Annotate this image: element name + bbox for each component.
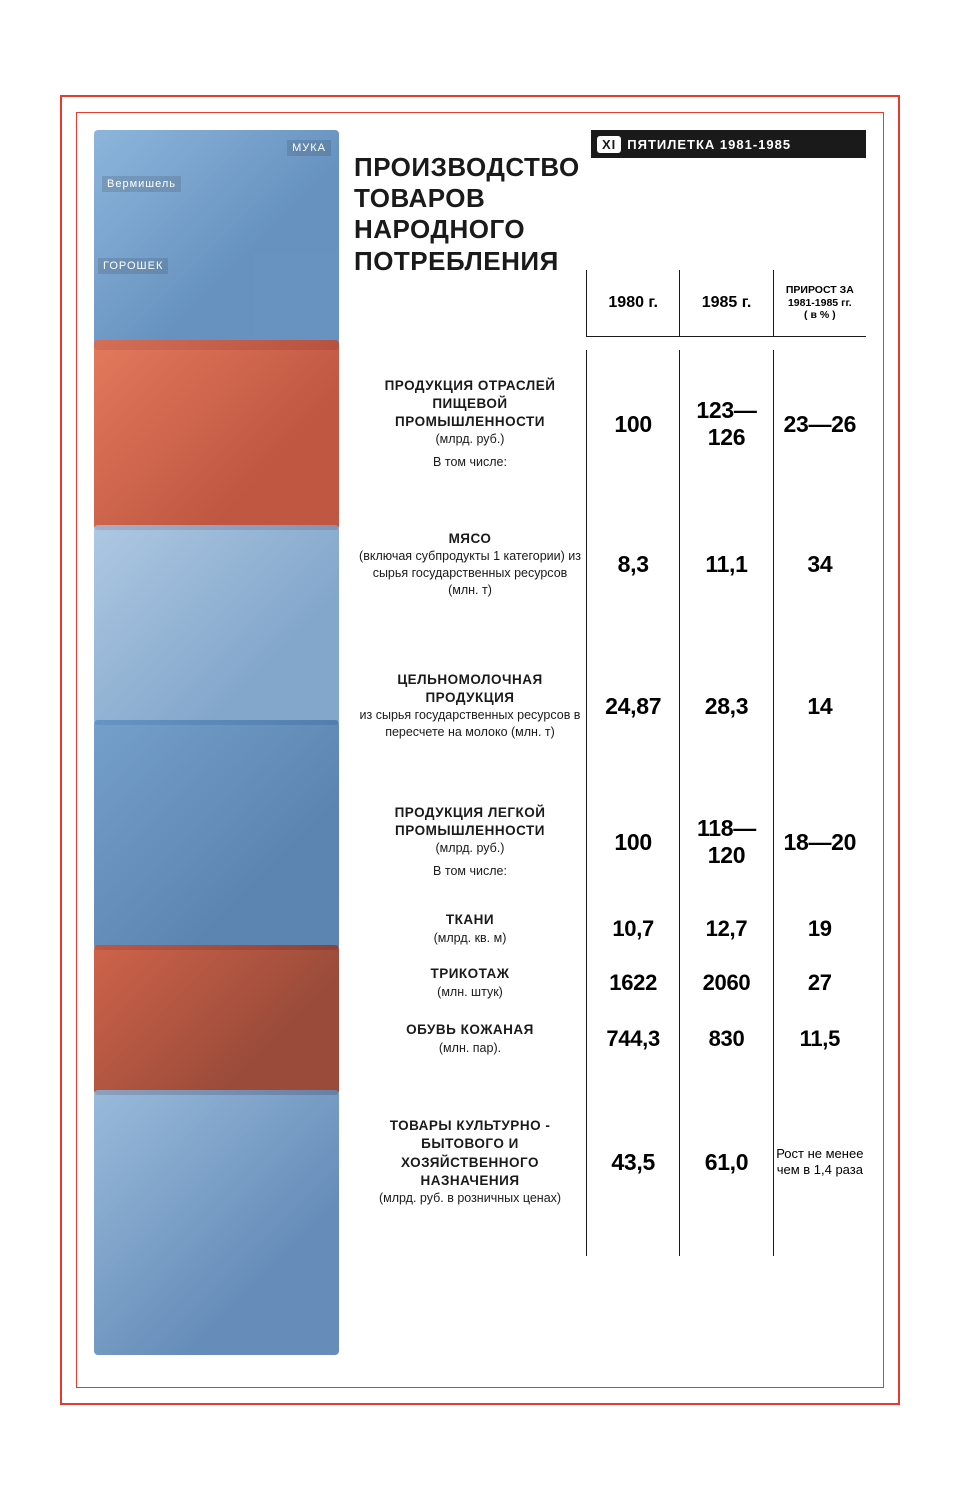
row-sub: (млрд. руб.)	[358, 840, 582, 857]
row-cells: 10,712,719	[586, 902, 866, 956]
row-head: ТРИКОТАЖ	[358, 965, 582, 983]
cell-growth: 19	[773, 902, 866, 956]
row-sub: (млрд. руб. в розничных ценах)	[358, 1190, 582, 1207]
row-label: ПРОДУКЦИЯ ОТРАСЛЕЙ ПИЩЕВОЙ ПРОМЫШЛЕННОСТ…	[354, 371, 586, 477]
banner-text: ПЯТИЛЕТКА 1981-1985	[627, 137, 791, 152]
illustration-textile	[94, 720, 339, 950]
cell-1980: 1622	[586, 956, 679, 1010]
row-cells: 24,8728,314	[586, 630, 866, 782]
row-label: МЯСО(включая субпродукты 1 категории) из…	[354, 524, 586, 605]
illustration-meat	[94, 340, 339, 530]
cell-1980: 43,5	[586, 1068, 679, 1256]
row-head: ПРОДУКЦИЯ ЛЕГКОЙ ПРОМЫШЛЕННОСТИ	[358, 804, 582, 840]
illustration-shoes	[94, 945, 339, 1095]
row-cells: 8,311,134	[586, 498, 866, 630]
table-header: 1980 г. 1985 г. ПРИРОСТ ЗА 1981-1985 гг.…	[586, 270, 866, 336]
col-growth-l2: 1981-1985 гг.	[788, 297, 852, 310]
cell-growth: 11,5	[773, 1010, 866, 1068]
row-cells: 43,561,0Рост не менее чем в 1,4 раза	[586, 1068, 866, 1256]
banner-badge: XI	[597, 136, 621, 153]
table-row: ТКАНИ(млрд. кв. м)10,712,719	[354, 902, 866, 956]
cell-growth: 14	[773, 630, 866, 782]
cell-growth: 27	[773, 956, 866, 1010]
cell-1980: 744,3	[586, 1010, 679, 1068]
row-label: ОБУВЬ КОЖАНАЯ(млн. пар).	[354, 1018, 586, 1059]
table-row: ТРИКОТАЖ(млн. штук)1622206027	[354, 956, 866, 1010]
pkg-label-muka: МУКА	[287, 140, 331, 156]
cell-growth: 34	[773, 498, 866, 630]
cell-1985: 118—120	[679, 782, 772, 902]
cell-1980: 8,3	[586, 498, 679, 630]
table-row: ТОВАРЫ КУЛЬТУРНО - БЫТОВОГО И ХОЗЯЙСТВЕН…	[354, 1068, 866, 1256]
cell-1980: 100	[586, 782, 679, 902]
row-head: ТОВАРЫ КУЛЬТУРНО - БЫТОВОГО И ХОЗЯЙСТВЕН…	[358, 1117, 582, 1190]
page-content: МУКА Вермишель ГОРОШЕК XI ПЯТИЛЕТКА 1981…	[76, 112, 884, 1388]
row-cells: 1622206027	[586, 956, 866, 1010]
pkg-label-vermishel: Вермишель	[102, 176, 181, 192]
row-cells: 100123—12623—26	[586, 350, 866, 498]
cell-growth: 18—20	[773, 782, 866, 902]
table-row: МЯСО(включая субпродукты 1 категории) из…	[354, 498, 866, 630]
row-label: ПРОДУКЦИЯ ЛЕГКОЙ ПРОМЫШЛЕННОСТИ(млрд. ру…	[354, 798, 586, 886]
row-label: ТОВАРЫ КУЛЬТУРНО - БЫТОВОГО И ХОЗЯЙСТВЕН…	[354, 1111, 586, 1213]
cell-1985: 28,3	[679, 630, 772, 782]
row-note: В том числе:	[358, 863, 582, 880]
col-1985: 1985 г.	[679, 270, 772, 336]
col-growth-l3: ( в % )	[804, 309, 836, 322]
cell-1985: 123—126	[679, 350, 772, 498]
cell-1985: 11,1	[679, 498, 772, 630]
row-sub: (млрд. кв. м)	[358, 930, 582, 947]
row-label: ЦЕЛЬНОМОЛОЧНАЯ ПРОДУКЦИЯиз сырья государ…	[354, 665, 586, 747]
row-label: ТКАНИ(млрд. кв. м)	[354, 908, 586, 949]
header-rule	[586, 336, 866, 337]
cell-1980: 100	[586, 350, 679, 498]
table-row: ОБУВЬ КОЖАНАЯ(млн. пар).744,383011,5	[354, 1010, 866, 1068]
row-head: МЯСО	[358, 530, 582, 548]
table-row: ПРОДУКЦИЯ ЛЕГКОЙ ПРОМЫШЛЕННОСТИ(млрд. ру…	[354, 782, 866, 902]
table-body: ПРОДУКЦИЯ ОТРАСЛЕЙ ПИЩЕВОЙ ПРОМЫШЛЕННОСТ…	[354, 350, 866, 1370]
row-sub: из сырья государственных ресурсов в пере…	[358, 707, 582, 741]
illustration-food: МУКА Вермишель ГОРОШЕК	[94, 130, 339, 350]
data-table: 1980 г. 1985 г. ПРИРОСТ ЗА 1981-1985 гг.…	[354, 160, 866, 1370]
table-row: ПРОДУКЦИЯ ОТРАСЛЕЙ ПИЩЕВОЙ ПРОМЫШЛЕННОСТ…	[354, 350, 866, 498]
cell-1980: 24,87	[586, 630, 679, 782]
cell-growth: Рост не менее чем в 1,4 раза	[773, 1068, 866, 1256]
cell-1985: 2060	[679, 956, 772, 1010]
row-head: ТКАНИ	[358, 911, 582, 929]
cell-1985: 830	[679, 1010, 772, 1068]
row-sub: (млн. пар).	[358, 1040, 582, 1057]
row-sub: (млрд. руб.)	[358, 431, 582, 448]
row-head: ОБУВЬ КОЖАНАЯ	[358, 1021, 582, 1039]
row-note: В том числе:	[358, 454, 582, 471]
row-cells: 744,383011,5	[586, 1010, 866, 1068]
row-sub: (млн. штук)	[358, 984, 582, 1001]
col-growth-l1: ПРИРОСТ ЗА	[786, 284, 854, 297]
col-1980: 1980 г.	[586, 270, 679, 336]
pkg-label-goroshek: ГОРОШЕК	[98, 258, 168, 274]
illustration-appliances	[94, 1090, 339, 1355]
illustration-dairy	[94, 525, 339, 725]
row-head: ПРОДУКЦИЯ ОТРАСЛЕЙ ПИЩЕВОЙ ПРОМЫШЛЕННОСТ…	[358, 377, 582, 432]
cell-1980: 10,7	[586, 902, 679, 956]
row-head: ЦЕЛЬНОМОЛОЧНАЯ ПРОДУКЦИЯ	[358, 671, 582, 707]
row-sub: (включая субпродукты 1 категории) из сыр…	[358, 548, 582, 599]
table-row: ЦЕЛЬНОМОЛОЧНАЯ ПРОДУКЦИЯиз сырья государ…	[354, 630, 866, 782]
row-label: ТРИКОТАЖ(млн. штук)	[354, 962, 586, 1003]
cell-growth: 23—26	[773, 350, 866, 498]
plan-banner: XI ПЯТИЛЕТКА 1981-1985	[591, 130, 866, 158]
col-growth: ПРИРОСТ ЗА 1981-1985 гг. ( в % )	[773, 270, 866, 336]
cell-1985: 61,0	[679, 1068, 772, 1256]
cell-1985: 12,7	[679, 902, 772, 956]
row-cells: 100118—12018—20	[586, 782, 866, 902]
illustration-column: МУКА Вермишель ГОРОШЕК	[94, 130, 339, 1360]
